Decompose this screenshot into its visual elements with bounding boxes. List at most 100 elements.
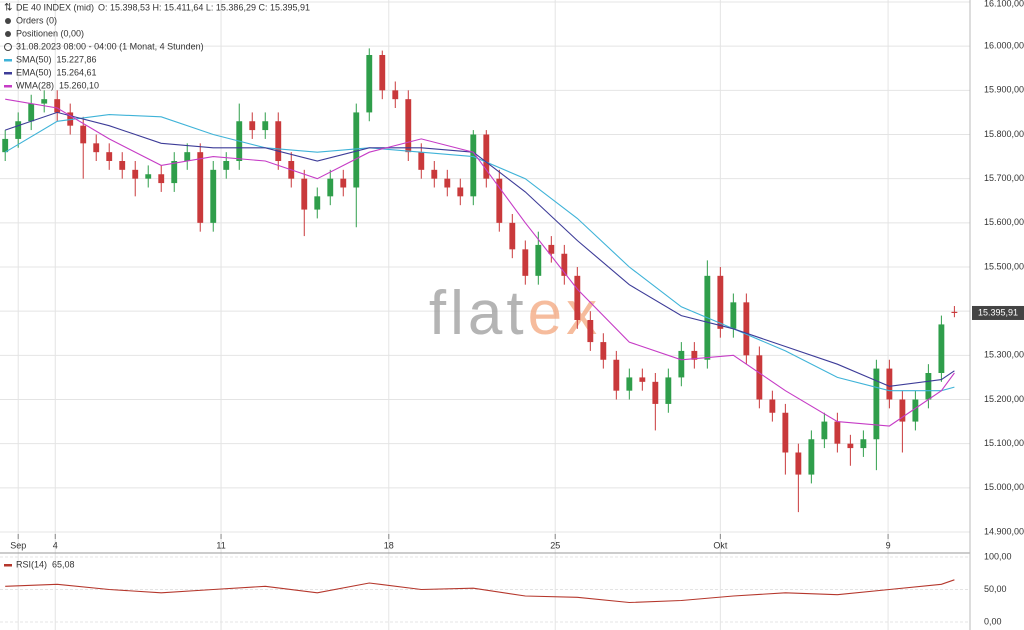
candle-body [886, 368, 893, 400]
candle-body [41, 99, 48, 104]
legend-entry: RSI(14) [16, 559, 47, 569]
legend-swatch [4, 85, 12, 88]
candle-body [314, 196, 321, 210]
x-tick-label: 18 [384, 540, 394, 550]
watermark-part: flat [429, 279, 528, 348]
candle-body [782, 412, 789, 453]
positions: Positionen (0,00) [16, 28, 84, 38]
legend-swatch [4, 564, 12, 567]
candle-body [769, 399, 776, 413]
x-tick-label: 11 [216, 540, 225, 550]
x-tick-label: 9 [886, 540, 891, 550]
legend-entry: SMA(50) [16, 54, 52, 64]
candle-body [223, 161, 230, 170]
icon [5, 31, 11, 37]
candle-body [743, 302, 750, 356]
candle-body [509, 222, 516, 250]
candle-body [899, 399, 906, 422]
candle-body [795, 452, 802, 475]
x-tick-label: Sep [10, 540, 26, 550]
candle-body [301, 178, 308, 210]
last-price-label: 15.395,91 [978, 307, 1018, 317]
candle-body [951, 311, 958, 313]
y-tick-label: 16.000,00 [984, 41, 1024, 51]
line-series [5, 98, 955, 427]
legend-value: 65,08 [52, 559, 75, 569]
candle-body [262, 121, 269, 131]
candle-body [145, 174, 152, 179]
candle-body [327, 178, 334, 197]
candle-body [483, 134, 490, 179]
candle-body [847, 443, 854, 449]
candle-body [730, 302, 737, 329]
candle-body [574, 275, 581, 320]
candle-body [639, 377, 646, 382]
candle-body [912, 399, 919, 422]
candle-body [626, 377, 633, 391]
candle-body [379, 55, 386, 91]
candle-body [691, 350, 698, 360]
ohlc: O: 15.398,53 H: 15.411,64 L: 15.386,29 C… [98, 2, 310, 12]
candle-body [522, 249, 529, 276]
y-tick-label: 15.200,00 [984, 394, 1024, 404]
legend-entry: WMA(28) [16, 80, 54, 90]
candle-body [587, 320, 594, 343]
candle-body [158, 174, 165, 184]
watermark: flatex [429, 279, 601, 348]
candle-body [67, 112, 74, 126]
candle-body [535, 244, 542, 276]
y-tick-label: 15.600,00 [984, 217, 1024, 227]
y-tick-label: 14.900,00 [984, 526, 1024, 536]
candle-body [756, 355, 763, 400]
candle-body [171, 161, 178, 184]
period: 31.08.2023 08:00 - 04:00 (1 Monat, 4 Stu… [16, 41, 204, 51]
candle-body [613, 359, 620, 391]
legend-value: 15.227,86 [57, 54, 97, 64]
candle-body [275, 121, 282, 161]
candle-body [925, 373, 932, 400]
candle-body [444, 178, 451, 188]
candle-body [54, 99, 61, 113]
candle-body [249, 121, 256, 131]
candle-body [392, 90, 399, 100]
candle-body [678, 350, 685, 378]
candle-body [938, 324, 945, 373]
y-tick-label: 100,00 [984, 551, 1012, 561]
y-tick-label: 16.100,00 [984, 0, 1024, 8]
candle-body [2, 138, 9, 153]
candle-body [808, 439, 815, 475]
y-tick-label: 15.500,00 [984, 261, 1024, 271]
x-tick-label: 25 [550, 540, 560, 550]
legend-swatch [4, 72, 12, 75]
candle-body [470, 134, 477, 197]
candle-body [548, 244, 555, 254]
candle-body [600, 342, 607, 360]
candle-body [210, 169, 217, 223]
candle-body [132, 169, 139, 179]
candle-body [431, 169, 438, 179]
candle-body [93, 143, 100, 153]
line-series [5, 579, 955, 604]
line-series [4, 114, 955, 392]
y-tick-label: 15.300,00 [984, 350, 1024, 360]
plot [2, 48, 958, 604]
candle-body [28, 103, 35, 122]
candle-body [821, 421, 828, 440]
y-tick-label: 15.700,00 [984, 173, 1024, 183]
legend-entry: EMA(50) [16, 67, 52, 77]
header: ⇅ DE 40 INDEX (mid) O: 15.398,53 H: 15.4… [4, 2, 310, 51]
candle-body [197, 152, 204, 223]
candle-body [665, 377, 672, 404]
y-tick-label: 15.000,00 [984, 482, 1024, 492]
y-tick-label: 15.100,00 [984, 438, 1024, 448]
candle-body [418, 152, 425, 170]
line-series [5, 111, 955, 387]
legend-value: 15.260,10 [59, 80, 99, 90]
candle-body [561, 253, 568, 276]
candle-body [184, 152, 191, 161]
instrument: DE 40 INDEX (mid) [16, 2, 94, 12]
candle-body [405, 99, 412, 153]
candle-body [15, 121, 22, 139]
x-tick-label: 4 [53, 540, 58, 550]
